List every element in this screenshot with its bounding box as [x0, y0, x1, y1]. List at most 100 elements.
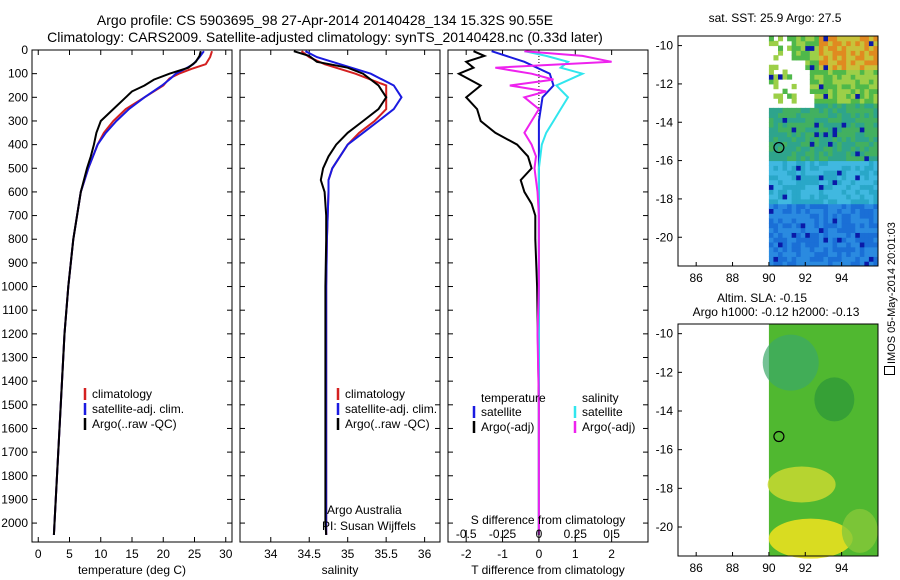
sst-cell: [855, 242, 861, 248]
sst-cell: [841, 203, 847, 209]
sst-cell: [868, 55, 874, 61]
sst-cell: [791, 179, 797, 186]
sst-cell: [864, 179, 870, 186]
sst-cell: [773, 112, 779, 118]
sst-cell: [873, 55, 879, 61]
sst-cell: [850, 151, 856, 157]
sst-cell: [814, 127, 820, 133]
sst-cell: [855, 160, 861, 166]
sst-cell: [859, 141, 865, 147]
temperature-xtick-label: 0: [35, 547, 42, 561]
sst-cell: [818, 251, 824, 257]
sst-cell: [828, 88, 834, 94]
sst-cell: [809, 117, 815, 123]
sst-cell: [855, 107, 861, 114]
sst-cell: [782, 256, 788, 262]
legend-label: Argo(-adj): [582, 420, 635, 434]
sst-cell: [818, 55, 824, 61]
sst-cell: [823, 59, 829, 66]
sst-cell: [809, 45, 815, 51]
sst-cell: [778, 50, 784, 56]
sla-feature: [841, 508, 878, 553]
sst-cell: [800, 174, 806, 181]
sst-cell: [864, 64, 870, 71]
sst-cell: [768, 74, 774, 80]
sst-cell: [778, 127, 784, 133]
sst-cell: [805, 213, 811, 219]
sst-cell: [768, 194, 774, 200]
s-difference-label: S difference from climatology: [471, 513, 626, 527]
sst-cell: [787, 232, 793, 238]
sst-cell: [768, 122, 774, 128]
legend-label: climatology: [92, 387, 152, 401]
sst-cell: [809, 194, 815, 200]
sst-cell: [828, 117, 834, 123]
sst-cell: [855, 232, 861, 238]
sst-cell: [768, 151, 774, 157]
sst-cell: [823, 194, 829, 200]
sst-cell: [850, 141, 856, 147]
sst-cell: [828, 208, 834, 214]
sst-cell: [850, 155, 856, 162]
sst-cell: [778, 151, 784, 157]
sst-cell: [828, 251, 834, 257]
sst-cell: [859, 79, 865, 85]
sst-cell: [850, 50, 856, 56]
sst-cell: [778, 184, 784, 190]
sst-cell: [778, 170, 784, 176]
sst-cell: [846, 79, 852, 85]
sst-cell: [841, 74, 847, 80]
sst-cell: [864, 69, 870, 75]
sst-cell: [823, 184, 829, 190]
sst-cell: [796, 55, 802, 61]
sst-cell: [823, 103, 829, 109]
depth-tick-label: 300: [8, 114, 28, 128]
sst-cell: [868, 74, 874, 80]
sst-cell: [773, 93, 779, 99]
sst-cell: [787, 203, 793, 209]
sst-cell: [809, 174, 815, 181]
sst-cell: [837, 83, 843, 90]
sst-cell: [868, 122, 874, 128]
sst-cell: [787, 93, 793, 99]
sst-cell: [796, 232, 802, 238]
sst-cell: [814, 218, 820, 224]
sst-cell: [850, 251, 856, 257]
sst-cell: [768, 189, 774, 195]
sst-cell: [818, 160, 824, 166]
sst-cell: [841, 165, 847, 171]
sst-cell: [837, 242, 843, 248]
sst-cell: [873, 179, 879, 186]
sst-cell: [823, 179, 829, 186]
sst-cell: [850, 93, 856, 99]
sst-cell: [832, 107, 838, 114]
sst-cell: [837, 64, 843, 71]
sst-cell: [809, 242, 815, 248]
chart-title-line2: Climatology: CARS2009. Satellite-adjuste…: [47, 29, 603, 45]
sst-cell: [855, 74, 861, 80]
sst-cell: [855, 59, 861, 66]
sst-cell: [850, 79, 856, 85]
sst-cell: [782, 222, 788, 229]
sst-cell: [864, 93, 870, 99]
sst-cell: [809, 69, 815, 75]
sst-cell: [837, 136, 843, 142]
sst-cell: [841, 64, 847, 71]
sst-cell: [873, 127, 879, 133]
sst-cell: [873, 174, 879, 181]
sst-cell: [859, 198, 865, 205]
sst-cell: [850, 40, 856, 47]
sst-cell: [791, 50, 797, 56]
sst-cell: [782, 74, 788, 80]
sst-cell: [837, 198, 843, 205]
sst-cell: [859, 74, 865, 80]
sst-cell: [814, 103, 820, 109]
sst-cell: [868, 93, 874, 99]
sst-cell: [846, 98, 852, 104]
sst-cell: [805, 117, 811, 123]
sst-cell: [782, 227, 788, 233]
sst-cell: [859, 208, 865, 214]
sst-cell: [814, 179, 820, 186]
sst-cell: [805, 237, 811, 243]
sst-cell: [768, 40, 774, 47]
